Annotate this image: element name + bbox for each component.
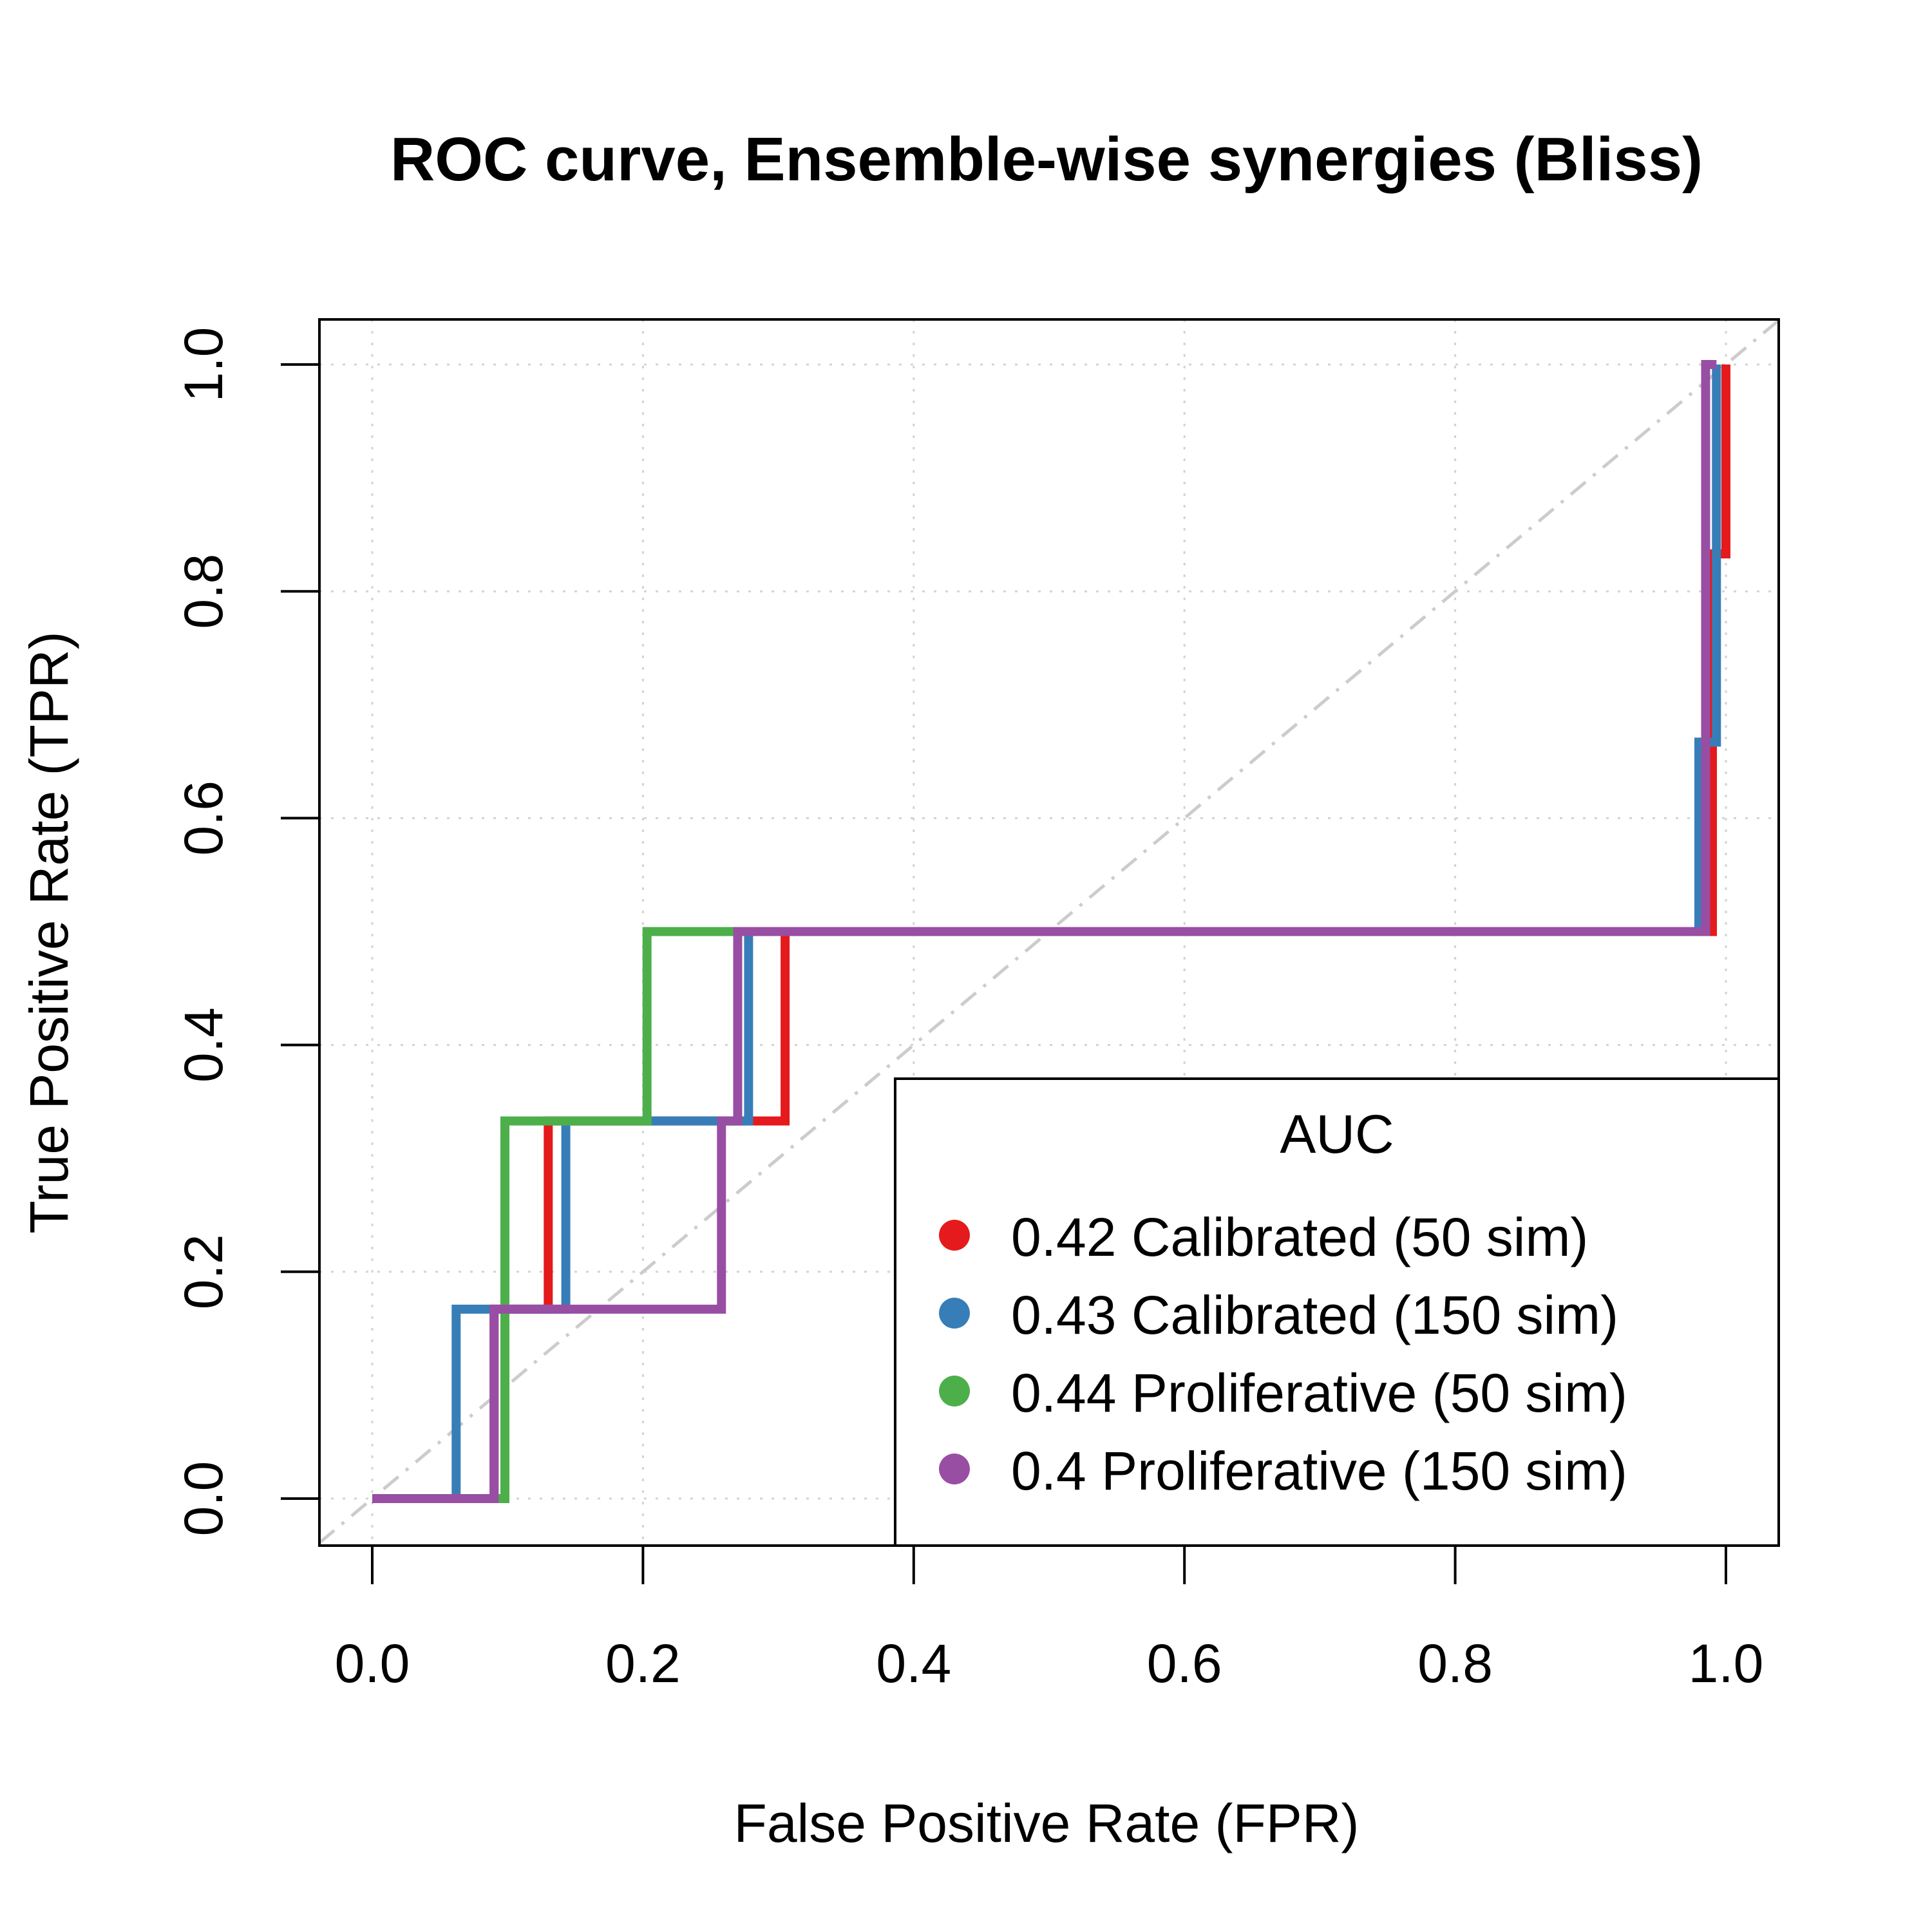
legend-title: AUC bbox=[1280, 1104, 1394, 1164]
legend-entries: 0.42 Calibrated (50 sim) 0.43 Calibrated … bbox=[939, 1207, 1627, 1501]
y-axis: 0.0 0.2 0.4 0.6 0.8 1.0 bbox=[173, 327, 319, 1537]
legend-marker bbox=[939, 1220, 970, 1251]
legend-label: 0.43 Calibrated (150 sim) bbox=[1011, 1285, 1618, 1345]
roc-series bbox=[372, 360, 1730, 1503]
x-tick-label: 0.6 bbox=[1147, 1633, 1222, 1694]
y-tick-label: 0.8 bbox=[173, 554, 234, 629]
chart-title: ROC curve, Ensemble-wise synergies (Blis… bbox=[390, 125, 1703, 194]
x-axis-label: False Positive Rate (FPR) bbox=[734, 1793, 1359, 1853]
y-tick-label: 0.0 bbox=[173, 1461, 234, 1537]
x-tick-label: 0.2 bbox=[605, 1633, 681, 1694]
x-tick-label: 0.8 bbox=[1417, 1633, 1493, 1694]
legend-label: 0.42 Calibrated (50 sim) bbox=[1011, 1207, 1588, 1267]
x-axis: 0.0 0.2 0.4 0.6 0.8 1.0 bbox=[335, 1546, 1764, 1694]
legend-marker bbox=[939, 1376, 970, 1406]
y-tick-label: 0.4 bbox=[173, 1007, 234, 1083]
legend-marker bbox=[939, 1298, 970, 1329]
y-tick-label: 0.2 bbox=[173, 1234, 234, 1309]
y-tick-label: 1.0 bbox=[173, 327, 234, 402]
y-tick-label: 0.6 bbox=[173, 781, 234, 856]
legend: AUC 0.42 Calibrated (50 sim) 0.43 Calibra… bbox=[894, 1077, 1780, 1547]
legend-box bbox=[894, 1077, 1780, 1547]
legend-label: 0.4 Proliferative (150 sim) bbox=[1011, 1441, 1627, 1501]
legend-label: 0.44 Proliferative (50 sim) bbox=[1011, 1363, 1627, 1423]
legend-marker bbox=[939, 1454, 970, 1484]
series-line bbox=[372, 360, 1717, 1503]
x-tick-label: 0.4 bbox=[876, 1633, 951, 1694]
y-axis-label: True Positive Rate (TPR) bbox=[19, 631, 79, 1233]
x-tick-label: 0.0 bbox=[335, 1633, 410, 1694]
x-tick-label: 1.0 bbox=[1689, 1633, 1764, 1694]
